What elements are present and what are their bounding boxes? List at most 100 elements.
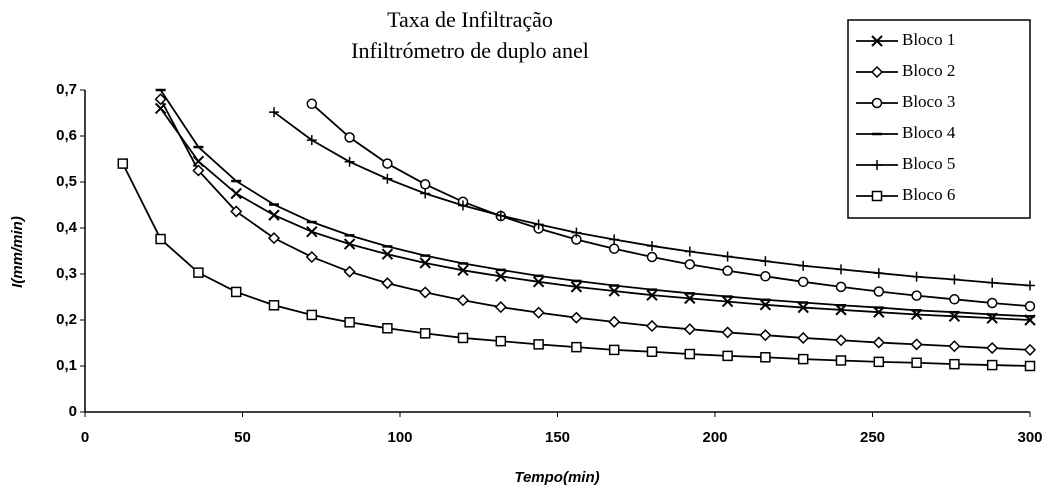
marker-shape (306, 135, 317, 146)
marker-shape (834, 334, 848, 347)
marker (798, 260, 809, 271)
marker (986, 341, 999, 355)
marker (458, 200, 468, 211)
marker (230, 205, 243, 218)
marker (571, 341, 582, 353)
marker (154, 93, 167, 106)
marker (532, 276, 545, 288)
marker (267, 232, 281, 245)
marker (646, 346, 658, 357)
x-tick-label: 150 (545, 429, 570, 446)
marker (873, 356, 885, 368)
marker (645, 319, 659, 333)
marker-shape (759, 299, 772, 311)
marker (382, 323, 393, 334)
marker (684, 259, 696, 270)
marker (760, 271, 771, 282)
marker-shape (1024, 360, 1036, 372)
marker-shape (759, 329, 772, 342)
marker-shape (608, 285, 620, 297)
y-axis-label: I(mm/min) (9, 216, 26, 288)
marker (647, 240, 657, 251)
legend-label: Bloco 4 (902, 123, 956, 142)
marker-shape (344, 156, 355, 167)
marker-shape (871, 97, 883, 109)
marker-shape (760, 352, 771, 363)
marker-shape (608, 344, 620, 356)
x-tick-label: 50 (234, 429, 251, 446)
marker-shape (1023, 343, 1037, 356)
marker (268, 300, 280, 311)
marker-shape (419, 286, 432, 299)
marker (495, 335, 507, 347)
marker-shape (571, 227, 582, 238)
marker (721, 295, 734, 308)
marker-shape (457, 332, 469, 344)
marker (343, 238, 356, 250)
marker-shape (873, 356, 885, 368)
x-tick-label: 250 (860, 429, 885, 446)
marker-shape (230, 286, 242, 298)
marker (986, 359, 998, 371)
marker (722, 251, 733, 262)
marker (760, 256, 771, 267)
marker-shape (721, 326, 734, 339)
marker (949, 274, 960, 285)
marker-shape (949, 274, 960, 285)
marker (1024, 360, 1036, 372)
marker (722, 350, 733, 362)
marker (759, 299, 772, 311)
legend-label: Bloco 3 (902, 92, 955, 111)
marker (870, 65, 884, 79)
marker-shape (1025, 280, 1035, 291)
marker (836, 264, 846, 275)
marker-shape (1024, 300, 1036, 312)
marker-shape (419, 179, 431, 190)
marker-shape (533, 219, 544, 230)
marker-shape (835, 355, 847, 366)
marker-shape (987, 277, 998, 288)
marker (306, 225, 318, 238)
marker (382, 158, 393, 169)
marker-shape (570, 281, 583, 293)
marker (872, 160, 882, 170)
marker-shape (683, 323, 696, 336)
marker-shape (193, 267, 204, 278)
marker (381, 277, 394, 290)
legend-label: Bloco 6 (902, 185, 955, 204)
marker-shape (305, 250, 318, 264)
marker-shape (494, 301, 507, 314)
marker (871, 190, 883, 202)
marker-shape (949, 294, 960, 305)
marker-shape (608, 315, 621, 328)
marker-shape (381, 248, 394, 260)
marker (344, 156, 355, 167)
marker-shape (684, 246, 695, 257)
marker-shape (986, 359, 998, 371)
marker-shape (986, 341, 999, 355)
marker (1025, 280, 1035, 291)
marker-shape (230, 205, 243, 218)
marker-shape (797, 331, 810, 345)
series-line (159, 89, 1031, 318)
marker (835, 304, 847, 316)
marker-shape (873, 268, 884, 279)
marker-shape (269, 107, 279, 118)
chart-subtitle: Infiltrómetro de duplo anel (351, 38, 589, 63)
marker-shape (684, 259, 696, 270)
x-tick-label: 0 (81, 429, 89, 446)
marker-shape (646, 346, 658, 357)
marker (873, 306, 885, 318)
marker (948, 340, 961, 353)
marker (834, 334, 848, 347)
marker (494, 301, 507, 314)
marker (533, 219, 544, 230)
legend-box (847, 19, 1031, 219)
marker (382, 173, 393, 184)
marker-shape (873, 306, 885, 318)
marker-shape (343, 265, 356, 278)
marker-shape (872, 336, 885, 349)
marker (608, 344, 620, 356)
marker (871, 35, 883, 47)
